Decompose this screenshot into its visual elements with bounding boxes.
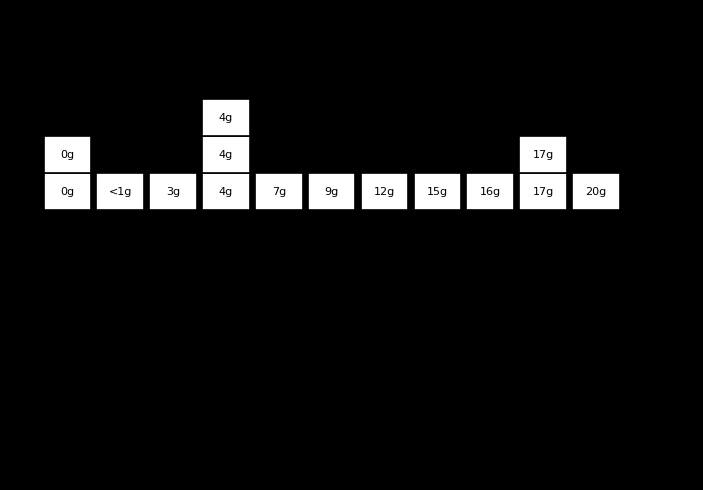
Text: 7g: 7g bbox=[271, 187, 286, 196]
Bar bbox=[520, 136, 567, 173]
Text: 4g: 4g bbox=[219, 149, 233, 160]
Bar bbox=[467, 173, 514, 210]
Text: 20g: 20g bbox=[586, 187, 607, 196]
Bar bbox=[44, 173, 91, 210]
Text: 3g: 3g bbox=[166, 187, 180, 196]
Text: 4g: 4g bbox=[219, 187, 233, 196]
Text: Mean amount of sugar:: Mean amount of sugar: bbox=[38, 449, 212, 462]
Text: 0g: 0g bbox=[60, 149, 75, 160]
Bar bbox=[149, 173, 197, 210]
Text: 16g: 16g bbox=[479, 187, 501, 196]
Text: Amount of Sugar (g): Amount of Sugar (g) bbox=[273, 279, 430, 294]
Text: Food with the greatest amount of sugar: grape jelly (20g): Food with the greatest amount of sugar: … bbox=[38, 342, 472, 355]
Bar bbox=[202, 173, 250, 210]
Text: 17g: 17g bbox=[532, 149, 554, 160]
Bar bbox=[202, 99, 250, 136]
Text: Sugar Line Plot: Sugar Line Plot bbox=[274, 35, 429, 53]
Text: 0g: 0g bbox=[60, 187, 75, 196]
Text: Food with the least amount of sugar: mustard and protein milk (0g): Food with the least amount of sugar: mus… bbox=[38, 369, 547, 382]
Bar bbox=[255, 173, 302, 210]
Bar bbox=[520, 173, 567, 210]
Text: Most common amount of sugar: 4g: Most common amount of sugar: 4g bbox=[38, 395, 299, 409]
Bar bbox=[361, 173, 408, 210]
Bar bbox=[413, 173, 461, 210]
Text: 15g: 15g bbox=[427, 187, 448, 196]
Bar bbox=[572, 173, 620, 210]
Text: 12g: 12g bbox=[374, 187, 395, 196]
Text: Median amount of sugar:: Median amount of sugar: bbox=[38, 422, 226, 435]
Text: <1g: <1g bbox=[108, 187, 132, 196]
Bar bbox=[96, 173, 144, 210]
Bar bbox=[44, 136, 91, 173]
Text: 17g: 17g bbox=[532, 187, 554, 196]
Text: 9g: 9g bbox=[325, 187, 339, 196]
Bar bbox=[308, 173, 356, 210]
Bar bbox=[202, 136, 250, 173]
Text: 4g: 4g bbox=[219, 113, 233, 122]
